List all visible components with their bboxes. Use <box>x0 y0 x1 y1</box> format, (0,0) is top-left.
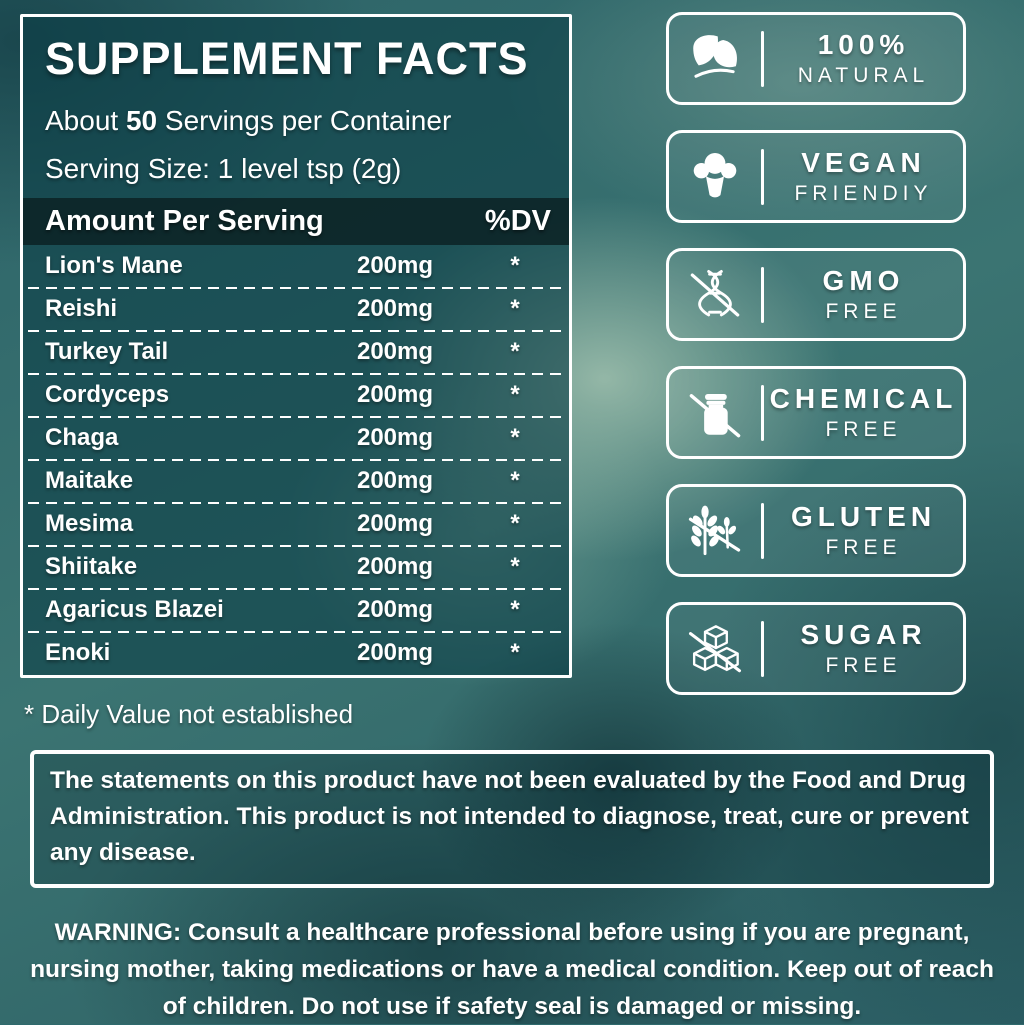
ingredient-name: Chaga <box>45 424 119 452</box>
ingredient-amount: 200mg <box>356 381 434 409</box>
badge-line2: FREE <box>825 536 902 559</box>
wheat-strikethrough-icon <box>669 502 761 560</box>
badge-line2: FREE <box>825 300 902 323</box>
warning-paragraph: WARNING: Consult a healthcare profession… <box>20 914 1004 1025</box>
facts-table-body: Lion's Mane 200mg * Reishi 200mg * Turkey Tail… <box>23 245 569 675</box>
badge-divider <box>761 148 764 205</box>
ingredient-dv: * <box>510 381 520 409</box>
table-row: Agaricus Blazei 200mg * <box>23 589 569 633</box>
badge-gluten-free: GLUTEN FREE <box>666 484 966 577</box>
ingredient-amount: 200mg <box>356 596 434 624</box>
ingredient-amount: 200mg <box>356 467 434 495</box>
warning-label: WARNING: <box>54 918 182 946</box>
supplement-facts-panel: SUPPLEMENT FACTS About 50 Servings per C… <box>20 14 572 678</box>
table-row: Turkey Tail 200mg * <box>23 331 569 375</box>
badge-sugar-free: SUGAR FREE <box>666 602 966 695</box>
badge-100-natural: 100% NATURAL <box>666 12 966 105</box>
badge-line1: SUGAR <box>800 619 927 650</box>
badge-line2: NATURAL <box>797 64 930 87</box>
ingredient-amount: 200mg <box>356 510 434 538</box>
sugar-cubes-strikethrough-icon <box>669 620 761 678</box>
broccoli-icon <box>669 148 761 206</box>
ingredient-amount: 200mg <box>356 424 434 452</box>
ingredient-dv: * <box>510 596 520 624</box>
ingredient-dv: * <box>510 424 520 452</box>
badge-line1: VEGAN <box>801 147 926 178</box>
ingredient-amount: 200mg <box>356 553 434 581</box>
badge-line2: FREE <box>825 654 902 677</box>
ingredient-dv: * <box>510 553 520 581</box>
ingredient-name: Shiitake <box>45 553 138 581</box>
ingredient-name: Maitake <box>45 467 134 495</box>
badge-vegan-friendly: VEGAN FRIENDIY <box>666 130 966 223</box>
ingredient-dv: * <box>510 467 520 495</box>
badge-divider <box>761 384 764 441</box>
fda-disclaimer-box: The statements on this product have not … <box>30 750 994 888</box>
daily-value-footnote: * Daily Value not established <box>24 699 354 729</box>
dna-strikethrough-icon <box>669 266 761 324</box>
column-header-dv: %DV <box>484 204 551 237</box>
table-row: Chaga 200mg * <box>23 417 569 461</box>
ingredient-dv: * <box>510 639 520 667</box>
servings-per-container: About 50 Servings per Container <box>45 105 547 137</box>
badge-gmo-free: GMO FREE <box>666 248 966 341</box>
ingredient-amount: 200mg <box>356 252 434 280</box>
badge-column: 100% NATURAL VEGAN FRIENDIY <box>666 12 966 695</box>
table-row: Maitake 200mg * <box>23 460 569 504</box>
ingredient-name: Agaricus Blazei <box>45 596 224 624</box>
leaf-icon <box>669 30 761 88</box>
ingredient-name: Mesima <box>45 510 134 538</box>
table-row: Mesima 200mg * <box>23 503 569 547</box>
badge-divider <box>761 266 764 323</box>
badge-line2: FREE <box>825 418 902 441</box>
ingredient-dv: * <box>510 252 520 280</box>
table-row: Enoki 200mg * <box>23 632 569 675</box>
badge-line2: FRIENDIY <box>794 182 933 205</box>
ingredient-name: Enoki <box>45 639 111 667</box>
badge-divider <box>761 30 764 87</box>
badge-divider <box>761 620 764 677</box>
ingredient-name: Cordyceps <box>45 381 170 409</box>
table-row: Cordyceps 200mg * <box>23 374 569 418</box>
table-row: Shiitake 200mg * <box>23 546 569 590</box>
warning-text: Consult a healthcare professional before… <box>30 918 994 1020</box>
ingredient-name: Reishi <box>45 295 118 323</box>
servings-suffix: Servings per Container <box>164 104 452 136</box>
badge-divider <box>761 502 764 559</box>
ingredient-amount: 200mg <box>356 295 434 323</box>
table-row: Reishi 200mg * <box>23 288 569 332</box>
fda-disclaimer-text: The statements on this product have not … <box>50 767 969 866</box>
facts-table-header: Amount Per Serving %DV <box>23 197 569 245</box>
ingredient-dv: * <box>510 295 520 323</box>
servings-count: 50 <box>125 104 158 136</box>
badge-line1: GMO <box>822 265 905 296</box>
panel-title: SUPPLEMENT FACTS <box>45 33 529 84</box>
badge-line1: CHEMICAL <box>769 383 958 414</box>
table-row: Lion's Mane 200mg * <box>23 245 569 289</box>
serving-size: Serving Size: 1 level tsp (2g) <box>45 152 402 184</box>
servings-prefix: About <box>45 104 119 136</box>
ingredient-amount: 200mg <box>356 338 434 366</box>
ingredient-dv: * <box>510 510 520 538</box>
ingredient-name: Turkey Tail <box>45 338 169 366</box>
column-header-amount: Amount Per Serving <box>45 204 324 237</box>
badge-chemical-free: CHEMICAL FREE <box>666 366 966 459</box>
ingredient-name: Lion's Mane <box>45 252 183 280</box>
ingredient-amount: 200mg <box>356 639 434 667</box>
ingredient-dv: * <box>510 338 520 366</box>
badge-line1: GLUTEN <box>790 501 937 532</box>
badge-line1: 100% <box>817 29 910 60</box>
chemical-bottle-strikethrough-icon <box>669 384 761 442</box>
